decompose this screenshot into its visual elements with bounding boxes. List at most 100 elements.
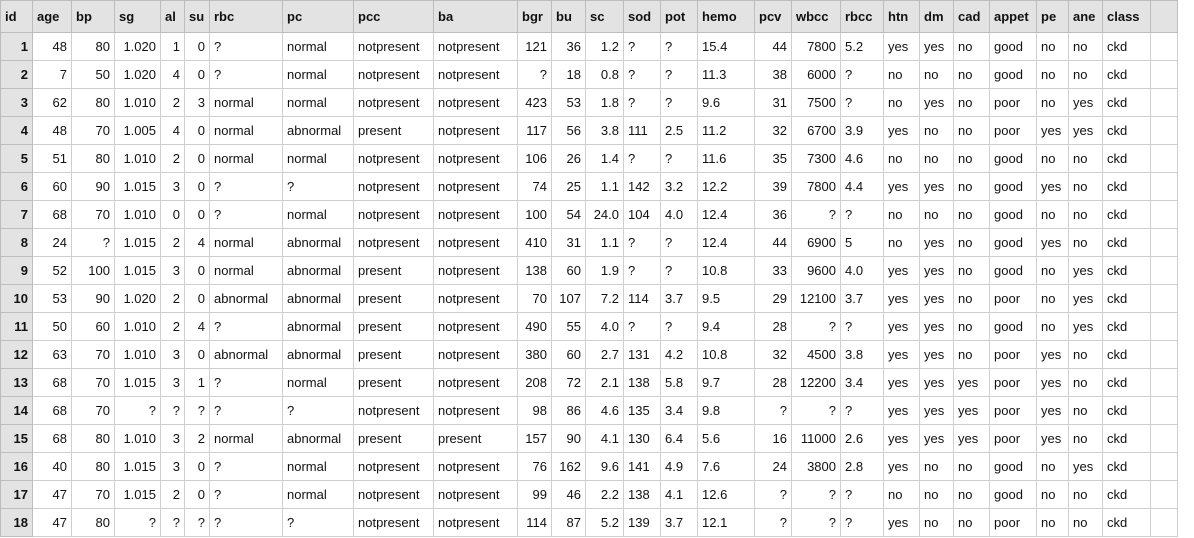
row-number[interactable]: 2 [0, 60, 33, 89]
cell-hemo[interactable]: 15.4 [697, 32, 755, 61]
cell-al[interactable]: 3 [160, 256, 185, 285]
cell-extra[interactable] [1150, 144, 1178, 173]
column-header-pe[interactable]: pe [1036, 0, 1069, 33]
cell-ane[interactable]: no [1068, 144, 1103, 173]
cell-pot[interactable]: 3.7 [660, 284, 698, 313]
cell-rbc[interactable]: normal [209, 256, 283, 285]
column-header-age[interactable]: age [32, 0, 72, 33]
cell-bu[interactable]: 46 [551, 480, 586, 509]
cell-sod[interactable]: 111 [623, 116, 661, 145]
cell-rbc[interactable]: ? [209, 32, 283, 61]
cell-pcc[interactable]: present [353, 368, 434, 397]
cell-su[interactable]: 0 [184, 340, 210, 369]
cell-sc[interactable]: 1.2 [585, 32, 624, 61]
cell-al[interactable]: ? [160, 396, 185, 425]
cell-htn[interactable]: no [883, 480, 920, 509]
cell-dm[interactable]: no [919, 200, 954, 229]
cell-class[interactable]: ckd [1102, 144, 1151, 173]
cell-sc[interactable]: 3.8 [585, 116, 624, 145]
cell-al[interactable]: 3 [160, 340, 185, 369]
cell-appet[interactable]: poor [989, 508, 1037, 537]
cell-extra[interactable] [1150, 396, 1178, 425]
cell-pe[interactable]: no [1036, 452, 1069, 481]
cell-pe[interactable]: yes [1036, 172, 1069, 201]
cell-pcv[interactable]: 39 [754, 172, 792, 201]
cell-pcv[interactable]: 38 [754, 60, 792, 89]
cell-su[interactable]: 0 [184, 200, 210, 229]
cell-dm[interactable]: yes [919, 312, 954, 341]
cell-pc[interactable]: normal [282, 32, 354, 61]
cell-rbcc[interactable]: 4.0 [840, 256, 884, 285]
cell-al[interactable]: 3 [160, 452, 185, 481]
cell-pcv[interactable]: 28 [754, 368, 792, 397]
cell-pot[interactable]: ? [660, 32, 698, 61]
cell-dm[interactable]: yes [919, 32, 954, 61]
cell-sg[interactable]: 1.015 [114, 228, 161, 257]
cell-sod[interactable]: ? [623, 144, 661, 173]
cell-pcv[interactable]: ? [754, 396, 792, 425]
table-row[interactable]: 9 52 100 1.015 3 0 normal abnormal present notpre… [0, 256, 1178, 285]
cell-sod[interactable]: 114 [623, 284, 661, 313]
cell-pc[interactable]: abnormal [282, 340, 354, 369]
cell-dm[interactable]: yes [919, 284, 954, 313]
cell-pe[interactable]: yes [1036, 396, 1069, 425]
cell-sod[interactable]: ? [623, 60, 661, 89]
cell-bu[interactable]: 60 [551, 340, 586, 369]
cell-wbcc[interactable]: 3800 [791, 452, 841, 481]
cell-pc[interactable]: normal [282, 60, 354, 89]
table-row[interactable]: 17 47 70 1.015 2 0? normal notpresent notpresent… [0, 480, 1178, 509]
cell-cad[interactable]: yes [953, 424, 990, 453]
cell-bu[interactable]: 90 [551, 424, 586, 453]
cell-pcc[interactable]: notpresent [353, 452, 434, 481]
cell-pcc[interactable]: notpresent [353, 32, 434, 61]
cell-class[interactable]: ckd [1102, 32, 1151, 61]
cell-appet[interactable]: poor [989, 424, 1037, 453]
cell-ane[interactable]: yes [1068, 312, 1103, 341]
cell-ane[interactable]: no [1068, 172, 1103, 201]
cell-bp[interactable]: ? [71, 228, 115, 257]
cell-sod[interactable]: 141 [623, 452, 661, 481]
cell-pot[interactable]: 5.8 [660, 368, 698, 397]
cell-bp[interactable]: 70 [71, 480, 115, 509]
cell-dm[interactable]: yes [919, 396, 954, 425]
cell-bgr[interactable]: 490 [517, 312, 552, 341]
cell-extra[interactable] [1150, 228, 1178, 257]
cell-al[interactable]: 1 [160, 32, 185, 61]
cell-wbcc[interactable]: 7800 [791, 32, 841, 61]
table-row[interactable]: 6 60 90 1.015 3 0?? notpresent notpresent 74 25 1.… [0, 172, 1178, 201]
cell-appet[interactable]: poor [989, 340, 1037, 369]
cell-wbcc[interactable]: 7500 [791, 88, 841, 117]
cell-bu[interactable]: 162 [551, 452, 586, 481]
cell-su[interactable]: 0 [184, 284, 210, 313]
cell-bu[interactable]: 25 [551, 172, 586, 201]
cell-appet[interactable]: good [989, 256, 1037, 285]
column-header-dm[interactable]: dm [919, 0, 954, 33]
cell-cad[interactable]: no [953, 144, 990, 173]
table-row[interactable]: 14 68 70????? notpresent notpresent 98 86 4.6 13… [0, 396, 1178, 425]
cell-extra[interactable] [1150, 508, 1178, 537]
cell-sc[interactable]: 4.6 [585, 396, 624, 425]
cell-ba[interactable]: notpresent [433, 312, 518, 341]
cell-sod[interactable]: ? [623, 228, 661, 257]
cell-bp[interactable]: 90 [71, 172, 115, 201]
cell-htn[interactable]: no [883, 88, 920, 117]
cell-sg[interactable]: 1.010 [114, 88, 161, 117]
row-number[interactable]: 14 [0, 396, 33, 425]
cell-sod[interactable]: 142 [623, 172, 661, 201]
cell-age[interactable]: 50 [32, 312, 72, 341]
cell-dm[interactable]: no [919, 480, 954, 509]
table-row[interactable]: 16 40 80 1.015 3 0? normal notpresent notpresent… [0, 452, 1178, 481]
cell-extra[interactable] [1150, 284, 1178, 313]
cell-htn[interactable]: yes [883, 508, 920, 537]
cell-bu[interactable]: 54 [551, 200, 586, 229]
cell-hemo[interactable]: 11.2 [697, 116, 755, 145]
cell-bu[interactable]: 53 [551, 88, 586, 117]
cell-pcc[interactable]: present [353, 116, 434, 145]
cell-sc[interactable]: 7.2 [585, 284, 624, 313]
cell-al[interactable]: 3 [160, 172, 185, 201]
cell-cad[interactable]: no [953, 88, 990, 117]
cell-pcv[interactable]: 36 [754, 200, 792, 229]
cell-cad[interactable]: no [953, 228, 990, 257]
cell-bgr[interactable]: 106 [517, 144, 552, 173]
cell-sc[interactable]: 2.7 [585, 340, 624, 369]
